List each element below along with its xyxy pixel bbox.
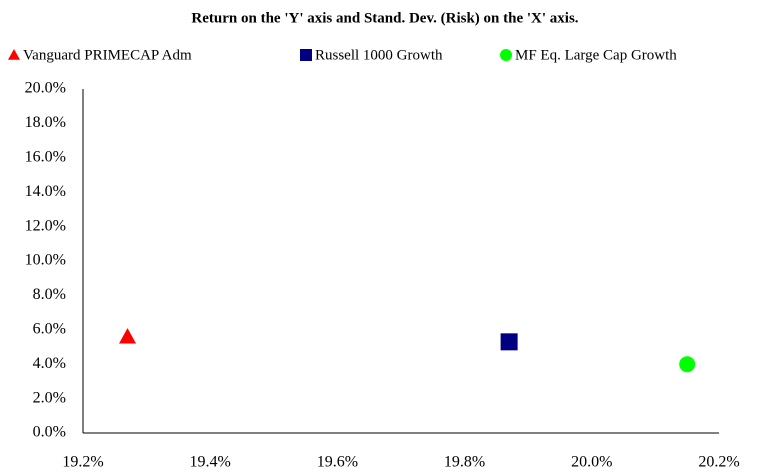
legend-marker [8,49,20,60]
y-tick-label: 10.0% [25,252,66,269]
y-tick-label: 12.0% [25,217,66,234]
x-tick-label: 19.8% [444,454,485,471]
y-tick-label: 4.0% [33,355,66,372]
y-tick-label: 0.0% [33,424,66,441]
chart-title: Return on the 'Y' axis and Stand. Dev. (… [191,10,578,26]
point [119,328,137,344]
legend-label: Russell 1000 Growth [315,47,443,63]
x-tick-label: 20.2% [698,454,739,471]
x-tick-label: 19.2% [62,454,103,471]
x-tick-label: 20.0% [571,454,612,471]
point [500,333,518,351]
legend-marker [500,49,512,61]
y-tick-label: 2.0% [33,389,66,406]
legend-label: Vanguard PRIMECAP Adm [23,47,192,63]
legend-label: MF Eq. Large Cap Growth [515,47,677,63]
y-tick-label: 14.0% [25,183,66,200]
legend-marker [300,49,312,61]
y-tick-label: 20.0% [25,80,66,97]
y-tick-label: 16.0% [25,148,66,165]
x-tick-label: 19.4% [190,454,231,471]
y-tick-label: 18.0% [25,114,66,131]
point [679,356,696,373]
y-tick-label: 8.0% [33,286,66,303]
y-tick-label: 6.0% [33,320,66,337]
x-tick-label: 19.6% [317,454,358,471]
